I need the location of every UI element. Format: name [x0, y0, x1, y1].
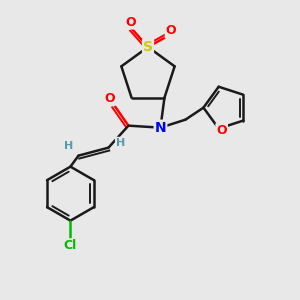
- Text: O: O: [216, 124, 227, 137]
- Text: O: O: [126, 16, 136, 28]
- Text: N: N: [154, 121, 166, 135]
- Text: O: O: [104, 92, 115, 105]
- Text: Cl: Cl: [64, 239, 77, 252]
- Text: H: H: [116, 138, 125, 148]
- Text: H: H: [64, 141, 73, 151]
- Text: O: O: [166, 25, 176, 38]
- Text: S: S: [143, 40, 153, 54]
